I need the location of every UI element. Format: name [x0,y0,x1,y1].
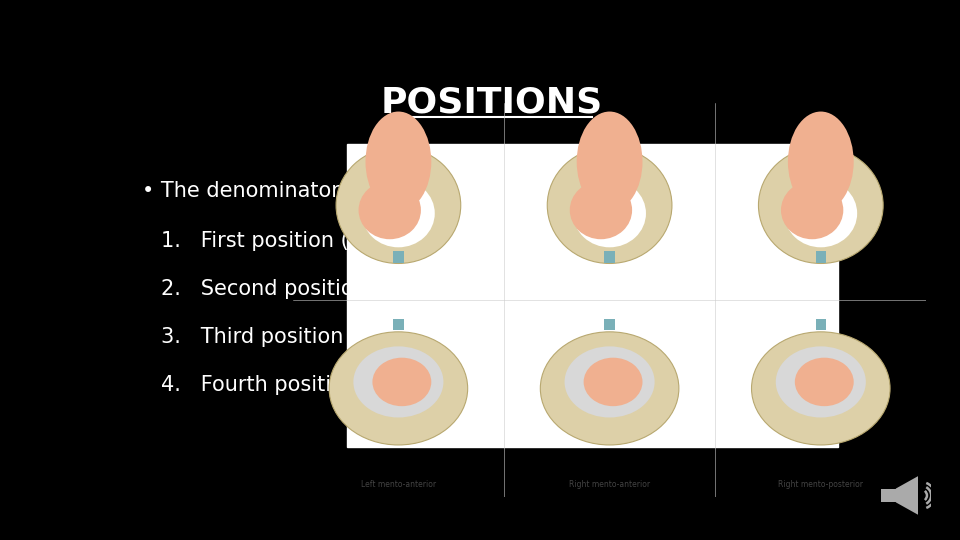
Circle shape [359,181,420,239]
Text: Left mento-anterior: Left mento-anterior [361,480,436,489]
Ellipse shape [584,357,642,406]
Bar [605,319,614,330]
Text: 4.   Fourth position (left mento-posterior): 4. Fourth position (left mento-posterior… [161,375,589,395]
FancyBboxPatch shape [881,489,896,502]
Text: Right mento-anterior: Right mento-anterior [569,480,650,489]
Text: 3.   Third position (right mento-anterior): 3. Third position (right mento-anterior) [161,327,580,347]
Text: 2.   Second position (left mento-anterior): 2. Second position (left mento-anterior) [161,279,588,299]
Ellipse shape [547,147,672,264]
Ellipse shape [329,332,468,445]
Polygon shape [896,476,918,515]
Ellipse shape [577,112,642,212]
FancyBboxPatch shape [347,144,838,447]
Text: Right mento-posterior: Right mento-posterior [779,480,863,489]
Bar [816,251,826,264]
Ellipse shape [372,357,431,406]
Circle shape [781,181,843,239]
Ellipse shape [776,346,866,417]
Text: 1.   First position (right mento-posterior): 1. First position (right mento-posterior… [161,231,581,251]
Text: POSITIONS: POSITIONS [381,85,603,119]
Ellipse shape [573,179,646,247]
Ellipse shape [362,179,435,247]
Bar [605,251,614,264]
Ellipse shape [788,112,853,212]
Ellipse shape [795,357,853,406]
Bar [816,319,826,330]
Circle shape [570,181,632,239]
Ellipse shape [564,346,655,417]
Ellipse shape [784,179,857,247]
Ellipse shape [353,346,444,417]
Bar [394,319,403,330]
Ellipse shape [758,147,883,264]
Ellipse shape [752,332,890,445]
Ellipse shape [366,112,431,212]
Ellipse shape [540,332,679,445]
Text: • The denominator is the chin (mentum): • The denominator is the chin (mentum) [142,181,565,201]
Bar [394,251,403,264]
Ellipse shape [336,147,461,264]
